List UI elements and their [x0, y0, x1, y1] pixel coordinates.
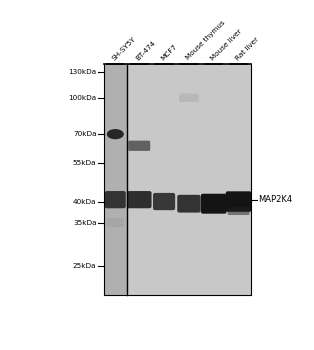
FancyBboxPatch shape	[201, 194, 227, 214]
Text: Mouse thymus: Mouse thymus	[185, 20, 226, 61]
FancyBboxPatch shape	[128, 141, 150, 151]
Text: MAP2K4: MAP2K4	[258, 195, 292, 204]
Text: BT-474: BT-474	[135, 39, 157, 61]
Ellipse shape	[107, 129, 124, 139]
FancyBboxPatch shape	[127, 191, 152, 208]
Text: 130kDa: 130kDa	[68, 69, 96, 75]
FancyBboxPatch shape	[105, 191, 126, 208]
FancyBboxPatch shape	[226, 191, 252, 212]
Bar	[104, 64, 127, 295]
Text: 35kDa: 35kDa	[73, 219, 96, 225]
Bar	[127, 64, 251, 295]
FancyBboxPatch shape	[177, 195, 201, 212]
Text: 25kDa: 25kDa	[73, 263, 96, 269]
Text: 100kDa: 100kDa	[68, 95, 96, 101]
Text: SH-SY5Y: SH-SY5Y	[111, 35, 137, 61]
FancyBboxPatch shape	[153, 193, 175, 210]
Text: 55kDa: 55kDa	[73, 160, 96, 166]
FancyBboxPatch shape	[107, 218, 124, 227]
Text: Rat liver: Rat liver	[234, 36, 260, 61]
FancyBboxPatch shape	[179, 93, 199, 102]
Text: Mouse liver: Mouse liver	[209, 28, 243, 61]
Text: 70kDa: 70kDa	[73, 131, 96, 137]
Text: MCF7: MCF7	[160, 43, 178, 61]
Text: 40kDa: 40kDa	[73, 198, 96, 204]
FancyBboxPatch shape	[228, 207, 250, 215]
